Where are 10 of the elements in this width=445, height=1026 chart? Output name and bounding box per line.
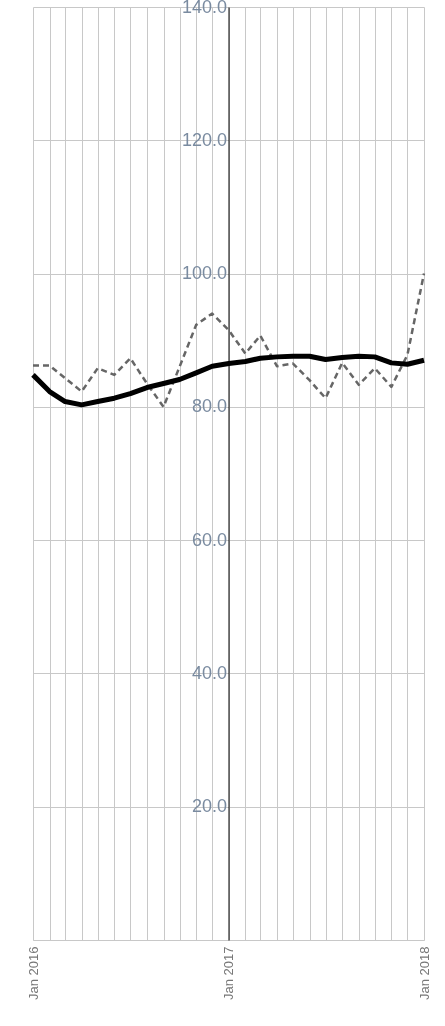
y-tick-label: 80.0 xyxy=(191,396,227,417)
y-tick-label: 40.0 xyxy=(191,662,227,683)
y-tick-label: 20.0 xyxy=(191,796,227,817)
x-tick-label: Jan 2018 xyxy=(416,946,432,1000)
y-tick-label: 60.0 xyxy=(191,529,227,550)
y-tick-label: 140.0 xyxy=(181,0,227,17)
y-tick-label: 120.0 xyxy=(181,129,227,150)
x-tick-label: Jan 2017 xyxy=(221,946,237,1000)
y-tick-label: 100.0 xyxy=(181,263,227,284)
x-tick-label: Jan 2016 xyxy=(25,946,41,1000)
